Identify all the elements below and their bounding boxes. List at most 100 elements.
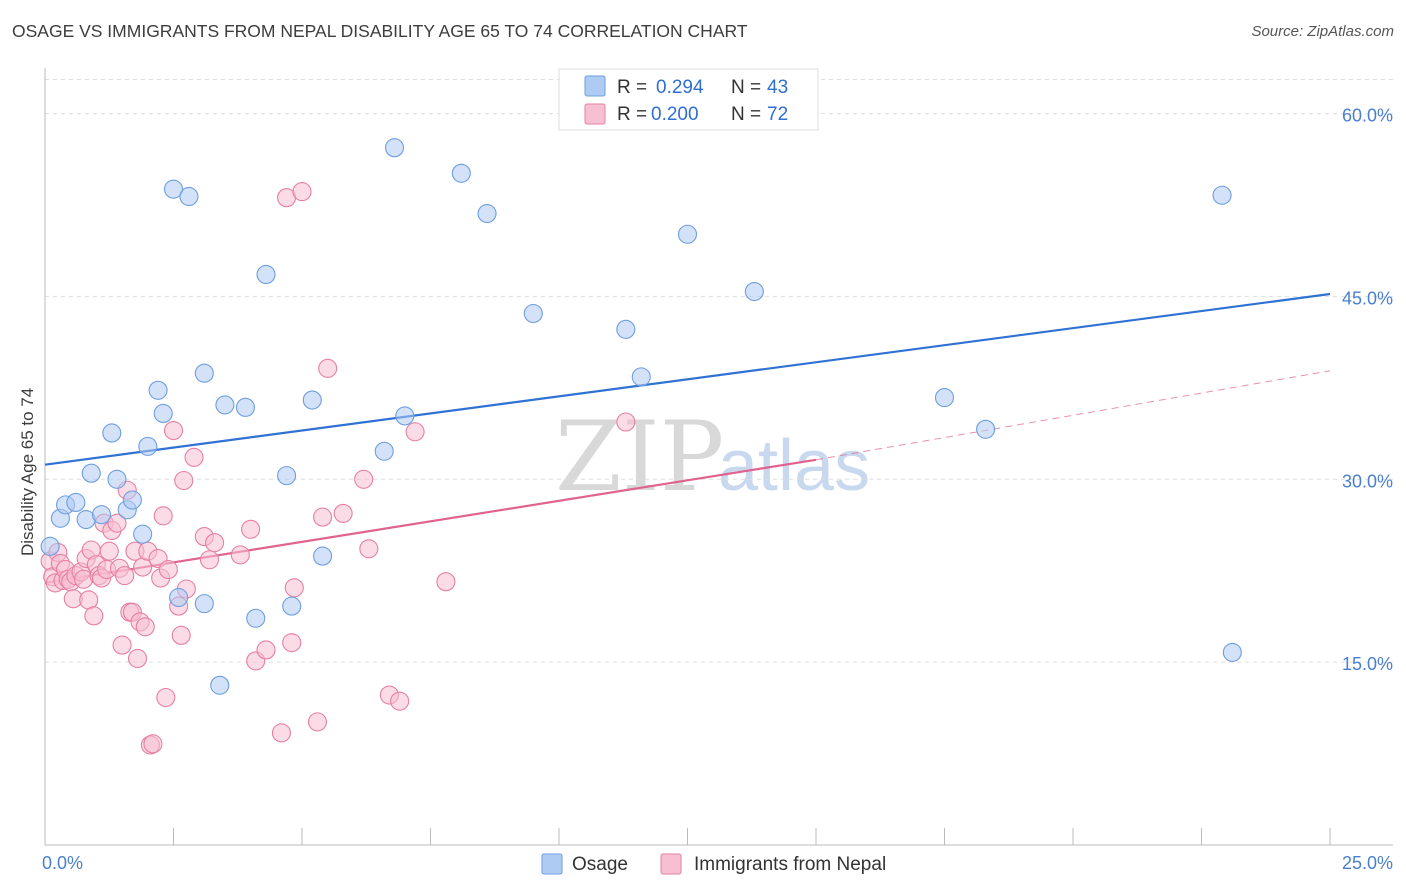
nepal-point — [318, 358, 338, 378]
nepal-point — [354, 469, 374, 489]
osage-point — [194, 594, 214, 614]
osage-point — [91, 505, 112, 525]
legend-r-value-osage: 0.294 — [656, 77, 704, 98]
osage-point — [384, 138, 405, 158]
nepal-point — [135, 617, 155, 637]
y-tick-label: 15.0% — [1342, 654, 1393, 674]
osage-point — [451, 163, 471, 183]
nepal-points — [40, 182, 636, 755]
osage-point — [169, 587, 189, 608]
nepal-point — [616, 412, 636, 432]
osage-point — [133, 524, 153, 544]
nepal-point — [112, 635, 132, 655]
osage-point — [976, 419, 996, 439]
osage-point — [235, 397, 256, 417]
nepal-point — [241, 519, 261, 539]
osage-point — [102, 423, 122, 443]
watermark-atlas: atlas — [718, 426, 870, 506]
legend-r-value-nepal: 0.200 — [651, 104, 699, 125]
series-legend: Osage Immigrants from Nepal — [541, 853, 886, 875]
x-tick-label-max: 25.0% — [1342, 853, 1393, 873]
nepal-point — [143, 734, 163, 754]
osage-trend-line — [44, 292, 1331, 466]
osage-point — [66, 492, 86, 512]
nepal-point — [284, 578, 304, 598]
osage-point — [81, 463, 101, 483]
nepal-point — [127, 648, 148, 669]
nepal-point — [199, 550, 220, 570]
osage-point — [934, 388, 955, 408]
nepal-point — [405, 422, 425, 442]
osage-point — [138, 436, 158, 456]
series-legend-label-osage: Osage — [572, 854, 628, 875]
legend-r-label-nepal: R = — [617, 104, 647, 125]
nepal-point — [184, 447, 204, 467]
osage-point — [477, 203, 497, 224]
nepal-point — [171, 625, 191, 645]
nepal-point — [163, 420, 184, 441]
nepal-point — [333, 503, 353, 523]
nepal-point — [271, 723, 291, 743]
legend-n-label-osage: N = — [731, 77, 761, 98]
nepal-point — [158, 559, 178, 580]
osage-point — [107, 469, 127, 489]
nepal-point — [84, 606, 104, 626]
nepal-point — [115, 566, 135, 586]
y-tick-label: 30.0% — [1342, 471, 1393, 491]
nepal-trend-extension — [815, 370, 1331, 461]
osage-point — [1212, 185, 1232, 205]
osage-point — [179, 186, 199, 207]
nepal-point — [436, 572, 456, 592]
nepal-point — [359, 539, 379, 559]
osage-point — [677, 224, 698, 244]
osage-point — [153, 403, 173, 424]
source-label: Source: ZipAtlas.com — [1251, 23, 1394, 40]
series-legend-swatch-osage — [541, 853, 563, 875]
osage-point — [631, 367, 651, 387]
grid-lines — [45, 78, 1393, 663]
nepal-point — [230, 545, 250, 565]
osage-point — [374, 441, 394, 461]
osage-point — [282, 596, 302, 616]
series-legend-swatch-nepal — [660, 853, 682, 875]
osage-point — [523, 303, 543, 324]
series-legend-label-nepal: Immigrants from Nepal — [694, 854, 886, 875]
osage-point — [215, 395, 235, 415]
nepal-point — [256, 640, 276, 660]
nepal-point — [174, 470, 194, 491]
legend-swatch-nepal — [584, 103, 606, 125]
watermark-zip: ZIP — [555, 401, 724, 513]
osage-point — [277, 466, 297, 486]
legend-swatch-osage — [584, 75, 606, 97]
legend-r-label-osage: R = — [617, 77, 647, 98]
nepal-point — [107, 513, 127, 533]
osage-point — [163, 179, 184, 199]
osage-point — [122, 490, 142, 510]
y-axis-label: Disability Age 65 to 74 — [18, 388, 37, 556]
legend-n-value-osage: 43 — [767, 77, 788, 98]
y-tick-label: 60.0% — [1342, 106, 1393, 126]
legend-n-label-nepal: N = — [731, 104, 761, 125]
osage-point — [194, 363, 214, 383]
osage-point — [148, 380, 168, 400]
nepal-point — [292, 182, 312, 202]
osage-point — [256, 264, 276, 285]
nepal-point — [79, 590, 99, 610]
y-tick-labels: 15.0% 30.0% 45.0% 60.0% — [1342, 106, 1393, 675]
nepal-point — [156, 687, 176, 708]
nepal-point — [307, 712, 327, 732]
osage-points — [40, 138, 1242, 695]
osage-point — [616, 319, 636, 339]
nepal-point — [153, 506, 173, 526]
osage-point — [302, 390, 322, 410]
nepal-point — [205, 533, 225, 553]
osage-point — [313, 546, 333, 566]
axes — [44, 68, 1393, 846]
osage-point — [395, 406, 415, 426]
osage-point — [40, 536, 60, 556]
x-tick-label-min: 0.0% — [42, 853, 83, 873]
osage-point — [246, 608, 266, 628]
correlation-legend: R = 0.294 N = 43 R = 0.200 N = 72 — [558, 68, 819, 131]
legend-n-value-nepal: 72 — [767, 104, 788, 125]
